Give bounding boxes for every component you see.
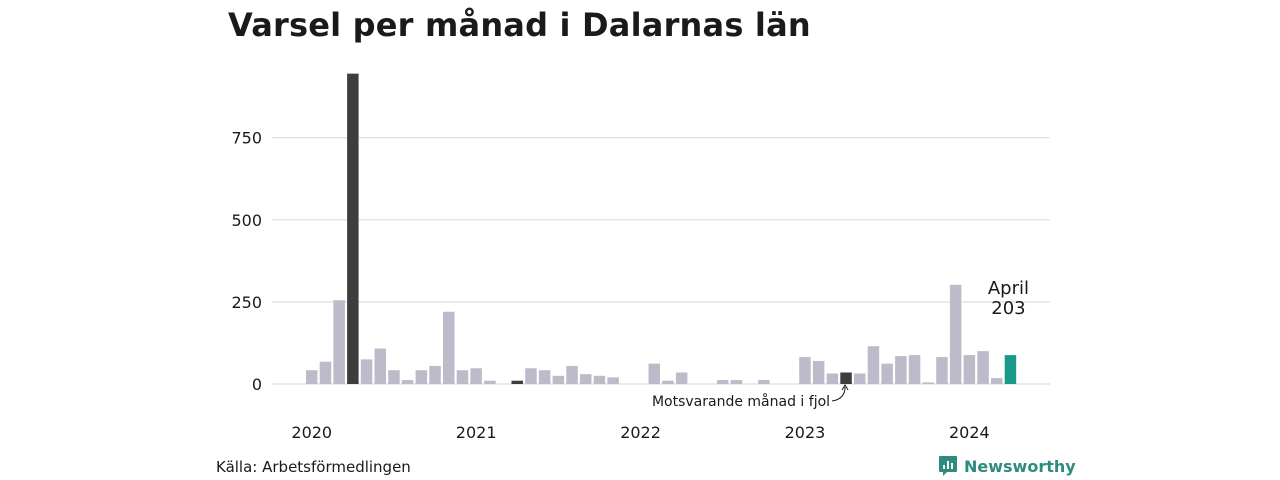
bar-2023-10	[922, 382, 934, 384]
bar-2023-11	[936, 357, 948, 384]
bar-2020-01	[306, 370, 318, 384]
bar-2020-12	[456, 370, 469, 384]
bar-2021-06	[538, 370, 551, 384]
annotation-arrowhead	[841, 384, 849, 391]
bar-2020-09	[415, 370, 428, 384]
bar-2023-08	[895, 356, 907, 384]
bar-chart: 0 250 500 750 2020 2021 2022 2023 2024 April203…	[231, 73, 1050, 442]
x-tick-labels: 2020 2021 2022 2023 2024	[291, 423, 989, 442]
bars	[306, 73, 1017, 385]
brand-name: Newsworthy	[964, 456, 1076, 476]
bar-2021-08	[566, 365, 578, 384]
x-tick-label: 2021	[456, 423, 497, 442]
bar-2020-04	[347, 73, 359, 385]
bar-2024-01	[963, 355, 976, 384]
bar-2022-03	[662, 380, 674, 384]
bar-2024-03	[991, 378, 1003, 384]
bar-2022-02	[648, 363, 660, 384]
bar-2023-07	[881, 363, 893, 384]
y-tick-label: 0	[252, 375, 262, 394]
bar-2023-03	[826, 373, 839, 384]
bar-2023-12	[949, 284, 962, 384]
bar-2022-07	[717, 380, 729, 384]
bar-2022-10	[758, 380, 770, 384]
current-month-value: 203	[991, 298, 1025, 319]
brand-logo: Newsworthy	[938, 455, 1076, 477]
bar-2023-06	[867, 346, 880, 384]
bar-2020-03	[333, 300, 345, 384]
bar-2023-01	[799, 357, 811, 384]
x-tick-label: 2023	[785, 423, 826, 442]
bar-2020-06	[374, 348, 386, 384]
y-tick-labels: 0 250 500 750	[231, 129, 262, 394]
bar-2023-02	[812, 361, 825, 384]
bar-2024-04	[1004, 355, 1017, 384]
y-tick-label: 250	[231, 293, 262, 312]
newsworthy-logo-icon	[939, 456, 957, 476]
bar-2020-08	[401, 380, 414, 384]
bar-2021-09	[580, 374, 592, 384]
current-month-label: April	[988, 278, 1029, 299]
bar-2020-10	[429, 365, 441, 384]
bar-2023-09	[908, 355, 921, 384]
bar-2020-11	[443, 311, 455, 384]
x-tick-label: 2022	[620, 423, 661, 442]
y-tick-label: 500	[231, 211, 262, 230]
chart-title: Varsel per månad i Dalarnas län	[228, 6, 811, 44]
bar-2023-05	[854, 373, 866, 384]
bar-2021-02	[484, 380, 496, 384]
bar-2023-04	[840, 372, 852, 384]
y-tick-label: 750	[231, 129, 262, 148]
bar-2021-01	[470, 368, 482, 384]
x-tick-label: 2020	[291, 423, 332, 442]
annotation-arrow	[831, 386, 846, 402]
bar-2021-07	[552, 375, 565, 384]
bar-2021-10	[593, 375, 606, 384]
bar-2022-08	[730, 380, 743, 384]
bar-2020-07	[388, 370, 400, 384]
bar-2021-05	[525, 368, 537, 384]
bar-2021-11	[607, 377, 619, 384]
source-note: Källa: Arbetsförmedlingen	[216, 458, 411, 476]
bar-2022-04	[675, 372, 688, 384]
bar-2020-05	[360, 359, 373, 384]
x-tick-label: 2024	[949, 423, 990, 442]
bar-2024-02	[977, 351, 989, 384]
last-year-note: Motsvarande månad i fjol	[652, 393, 830, 410]
grid-lines	[272, 137, 1050, 385]
bar-2020-02	[319, 361, 332, 384]
bar-2021-04	[511, 380, 523, 384]
